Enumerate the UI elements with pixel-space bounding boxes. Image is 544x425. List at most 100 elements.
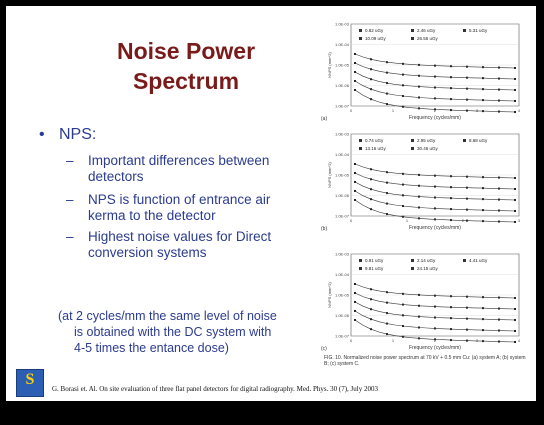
slide: Noise Power Spectrum • NPS: – Important … bbox=[6, 6, 536, 401]
legend-marker bbox=[411, 259, 414, 262]
legend-label: 2.95 uGy bbox=[417, 138, 436, 143]
legend-label: 8.68 uGy bbox=[469, 138, 488, 143]
legend-label: 26.55 uGy bbox=[417, 36, 439, 41]
legend-marker bbox=[359, 29, 362, 32]
legend-label: 4.41 uGy bbox=[469, 258, 488, 263]
x-tick-label: 1 bbox=[392, 108, 395, 113]
x-tick-label: 0 bbox=[350, 338, 353, 343]
x-tick-label: 3 bbox=[518, 218, 521, 223]
series-line bbox=[354, 283, 516, 299]
series-line bbox=[354, 310, 516, 332]
x-tick-label: 0 bbox=[350, 108, 353, 113]
panel-label: (a) bbox=[321, 116, 327, 122]
series-line bbox=[354, 172, 516, 190]
y-tick-label: 1.0E-04 bbox=[335, 272, 350, 277]
legend-marker bbox=[411, 29, 414, 32]
y-axis-label: NNPS (mm^2) bbox=[327, 162, 332, 188]
legend-label: 2.14 uGy bbox=[417, 258, 436, 263]
series-line bbox=[354, 292, 516, 310]
bullet-text: NPS: bbox=[59, 126, 97, 143]
y-tick-label: 1.0E-03 bbox=[335, 252, 350, 257]
legend-marker bbox=[411, 37, 414, 40]
y-tick-label: 1.0E-03 bbox=[335, 22, 350, 27]
legend-label: 2.46 uGy bbox=[417, 28, 436, 33]
slide-title: Noise Power Spectrum bbox=[71, 36, 301, 96]
x-axis-label: Frequency (cycles/mm) bbox=[409, 225, 461, 231]
sub-marker: – bbox=[66, 192, 74, 207]
legend-label: 13.16 uGy bbox=[365, 146, 387, 151]
series-line bbox=[354, 80, 516, 102]
y-tick-label: 1.0E-07 bbox=[335, 214, 350, 219]
series-line bbox=[354, 301, 516, 321]
plot-panel: 1.0E-031.0E-041.0E-051.0E-061.0E-070 1 2 3F… bbox=[321, 132, 521, 233]
legend-label: 0.74 uGy bbox=[365, 138, 384, 143]
title-line-2: Spectrum bbox=[132, 68, 240, 94]
x-tick-label: 3 bbox=[476, 108, 479, 113]
y-axis-label: NNPS (mm^2) bbox=[327, 52, 332, 78]
legend-marker bbox=[411, 267, 414, 270]
series-line bbox=[354, 163, 516, 179]
legend-marker bbox=[359, 37, 362, 40]
legend-marker bbox=[359, 259, 362, 262]
legend-label: 30.46 uGy bbox=[417, 146, 439, 151]
series-line bbox=[354, 89, 516, 113]
y-tick-label: 1.0E-05 bbox=[335, 293, 350, 298]
y-tick-label: 1.0E-06 bbox=[335, 83, 350, 88]
legend-label: 10.09 uGy bbox=[365, 36, 387, 41]
y-tick-label: 1.0E-06 bbox=[335, 193, 350, 198]
plot-panel: 1.0E-03 1.0E-04 1.0E-05 1.0E-06 1.0E-070 1 2 3 4… bbox=[321, 252, 521, 353]
legend-label: 0.91 uGy bbox=[365, 258, 384, 263]
series-line bbox=[354, 319, 516, 343]
note-line: is obtained with the DC system with bbox=[74, 325, 272, 339]
series-line bbox=[354, 199, 516, 223]
legend-marker bbox=[463, 139, 466, 142]
plot-panel: 1.0E-03 1.0E-04 1.0E-05 1.0E-06 1.0E-070 1 2 3 4… bbox=[321, 22, 521, 123]
legend-marker bbox=[411, 147, 414, 150]
legend-marker bbox=[359, 147, 362, 150]
series-line bbox=[354, 181, 516, 201]
series-line bbox=[354, 62, 516, 80]
y-tick-label: 1.0E-05 bbox=[335, 63, 350, 68]
y-tick-label: 1.0E-04 bbox=[335, 152, 350, 157]
panel-label: (b) bbox=[321, 226, 327, 232]
legend-label: 9.81 uGy bbox=[365, 266, 384, 271]
series-line bbox=[354, 190, 516, 212]
y-tick-label: 1.0E-07 bbox=[335, 104, 350, 109]
x-tick-label: 4 bbox=[518, 108, 521, 113]
nps-figure: 1.0E-031.0E-041.0E-051.0E-061.0E-070 1 2 3 4… bbox=[321, 22, 521, 353]
x-tick-label: 4 bbox=[518, 338, 521, 343]
y-tick-label: 1.0E-06 bbox=[335, 313, 350, 318]
x-tick-label: 1 bbox=[406, 218, 409, 223]
y-axis-label: NNPS (mm^2) bbox=[327, 282, 332, 308]
legend-label: 24.15 uGy bbox=[417, 266, 439, 271]
y-tick-label: 1.0E-03 bbox=[335, 132, 350, 137]
y-tick-label: 1.0E-07 bbox=[335, 334, 350, 339]
x-tick-label: 3 bbox=[476, 338, 479, 343]
logo: S bbox=[16, 369, 44, 397]
panel-label: (c) bbox=[321, 346, 327, 352]
sub-marker: – bbox=[66, 153, 74, 168]
title-line-1: Noise Power bbox=[116, 38, 256, 64]
sub-item-text: NPS is function of entrance air kerma to… bbox=[88, 192, 271, 223]
sub-item-text: Important differences between detectors bbox=[88, 153, 270, 184]
note: (at 2 cycles/mm the same level of noise … bbox=[58, 308, 323, 356]
y-tick-label: 1.0E-04 bbox=[335, 42, 350, 47]
figure-caption: FIG. 10. Normalized noise power spectrum… bbox=[324, 355, 526, 367]
series-line bbox=[354, 53, 516, 69]
logo-letter: S bbox=[25, 371, 35, 388]
x-tick-label: 0 bbox=[350, 218, 353, 223]
legend-marker bbox=[463, 259, 466, 262]
x-tick-label: 1 bbox=[392, 338, 395, 343]
sub-item-text: Highest noise values for Direct conversi… bbox=[88, 229, 272, 260]
y-tick-label: 1.0E-05 bbox=[335, 173, 350, 178]
x-axis-label: Frequency (cycles/mm) bbox=[409, 345, 461, 351]
legend-marker bbox=[463, 29, 466, 32]
series-line bbox=[354, 71, 516, 91]
legend-label: 5.31 uGy bbox=[469, 28, 488, 33]
citation: G. Borasi et. Al. On site evaluation of … bbox=[52, 385, 378, 393]
sub-marker: – bbox=[66, 229, 74, 244]
legend-marker bbox=[359, 139, 362, 142]
x-tick-label: 2 bbox=[434, 338, 437, 343]
legend-marker bbox=[411, 139, 414, 142]
x-axis-label: Frequency (cycles/mm) bbox=[409, 115, 461, 121]
